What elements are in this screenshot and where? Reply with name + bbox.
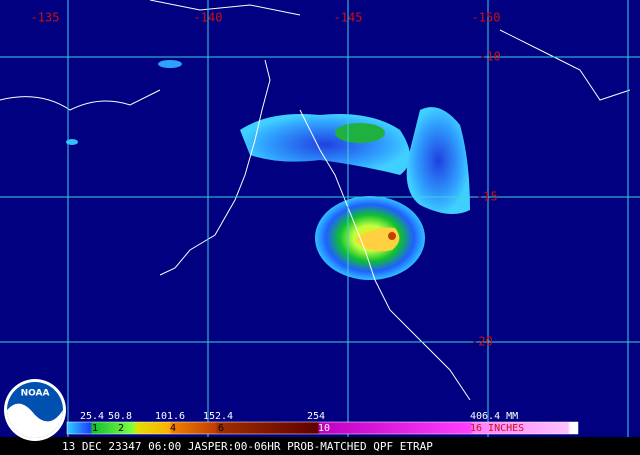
noaa-logo: NOAA: [4, 379, 66, 441]
inch-label: 1: [92, 423, 98, 434]
inch-label: 6: [218, 423, 224, 434]
inch-label: 16 INCHES: [470, 423, 524, 434]
logo-text: NOAA: [21, 389, 50, 399]
lon-label: -145: [334, 11, 363, 25]
inch-label: 2: [118, 423, 124, 434]
inch-label: 10: [318, 423, 330, 434]
lat-label: -15: [476, 190, 498, 204]
precipitation: [66, 60, 470, 280]
mm-label: 101.6: [155, 411, 185, 422]
lon-label: -150: [472, 11, 501, 25]
inch-label: 4: [170, 423, 176, 434]
mm-label: 254: [307, 411, 325, 422]
coastlines: [0, 0, 631, 401]
footer-text: 13 DEC 23347 06:00 JASPER:00-06HR PROB-M…: [62, 440, 433, 453]
lon-label: -135: [31, 11, 60, 25]
ocean: [0, 0, 640, 437]
lat-label: -20: [471, 335, 493, 349]
graticule: [0, 0, 640, 437]
lat-label: -10: [479, 50, 501, 64]
lon-label: -140: [194, 11, 223, 25]
color-bar: [66, 421, 579, 435]
mm-label: 50.8: [108, 411, 132, 422]
mm-label: 406.4 MM: [470, 411, 518, 422]
mm-label: 25.4: [80, 411, 104, 422]
mm-label: 152.4: [203, 411, 233, 422]
